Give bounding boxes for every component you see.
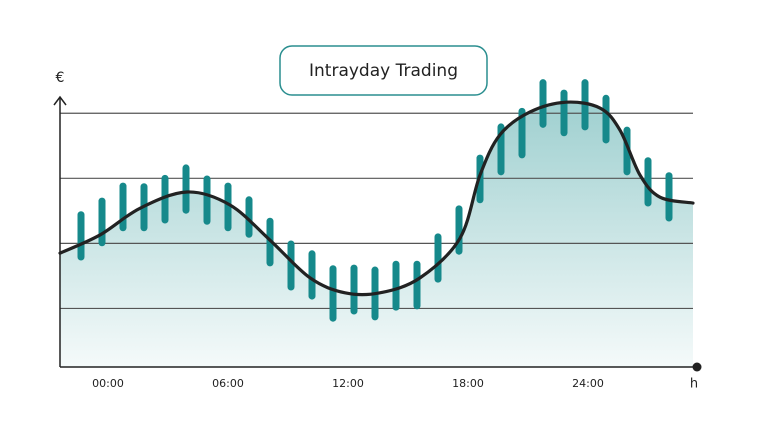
title-box [279,45,488,96]
x-tick-label: 00:00 [92,377,124,390]
x-tick-label: 18:00 [452,377,484,390]
x-tick-label: 12:00 [332,377,364,390]
x-axis-label: h [690,377,698,392]
x-axis-end [692,362,702,372]
line [58,100,695,297]
x-tick-label: 06:00 [212,377,244,390]
x-tick-label: 24:00 [572,377,604,390]
area [60,102,693,367]
y-axis-label: € [56,70,65,86]
y-axis-arrow [53,95,67,106]
marks-layer [58,79,695,322]
chart-title: Intrayday Trading [309,61,458,81]
area-layer [60,102,693,367]
